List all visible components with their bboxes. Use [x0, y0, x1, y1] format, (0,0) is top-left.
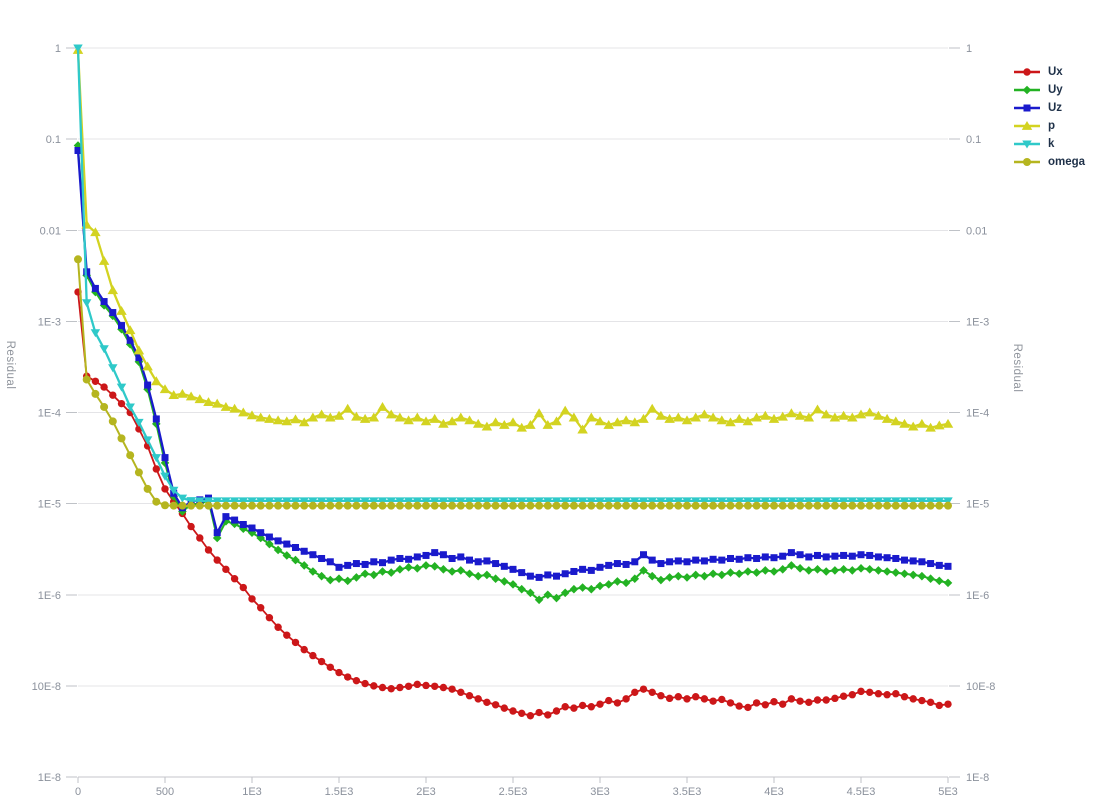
series-omega — [74, 255, 952, 510]
legend-marker-Uz — [1014, 104, 1040, 112]
legend-item-Ux[interactable]: Ux — [1013, 63, 1085, 81]
legend-label-Ux: Ux — [1048, 66, 1063, 78]
legend-marker-k — [1014, 140, 1040, 149]
x-axis-label: 1.5E3 — [325, 786, 354, 798]
y-axis-label-left: 1E-6 — [38, 590, 61, 602]
y-axis-label-left: 10E-8 — [32, 681, 61, 693]
legend-item-omega[interactable]: omega — [1013, 153, 1085, 171]
y-axis-label-left: 1E-4 — [38, 408, 61, 420]
x-axis-label: 3.5E3 — [673, 786, 702, 798]
y-axis-label-left: 1E-3 — [38, 316, 61, 328]
series-p — [72, 45, 954, 434]
x-axis-label: 1E3 — [242, 786, 262, 798]
legend-item-Uy[interactable]: Uy — [1013, 81, 1085, 99]
y-axis-label-right: 1E-6 — [966, 590, 989, 602]
x-axis-label: 0 — [75, 786, 81, 798]
legend-label-p: p — [1048, 120, 1056, 132]
y-axis-label-left: 1 — [55, 43, 61, 55]
y-axis-label-left: 0.1 — [46, 134, 61, 146]
x-axis-label: 5E3 — [938, 786, 958, 798]
y-axis-label-right: 10E-8 — [966, 681, 995, 693]
x-axis-label: 2E3 — [416, 786, 436, 798]
legend-item-p[interactable]: p — [1013, 117, 1085, 135]
legend-item-Uz[interactable]: Uz — [1013, 99, 1085, 117]
series-line-Uz — [76, 150, 949, 579]
series-line-Uy — [77, 145, 949, 601]
x-axis-label: 4E3 — [764, 786, 784, 798]
legend-item-k[interactable]: k — [1013, 135, 1085, 153]
x-axis-label: 2.5E3 — [499, 786, 528, 798]
y-axis-label-right: 1E-5 — [966, 499, 989, 511]
legend-marker-p — [1014, 121, 1040, 130]
legend-marker-Ux — [1014, 68, 1040, 76]
legend-label-k: k — [1048, 138, 1055, 150]
x-axis-label: 4.5E3 — [847, 786, 876, 798]
y-axis-title-left: Residual — [4, 340, 16, 390]
legend-label-omega: omega — [1048, 156, 1086, 168]
series-line-k — [76, 47, 948, 503]
legend-marker-omega — [1014, 158, 1040, 166]
series-k — [73, 44, 953, 506]
series-line-omega — [77, 259, 948, 507]
legend-marker-Uy — [1014, 85, 1040, 95]
y-axis-label-right: 1E-4 — [966, 408, 989, 420]
y-axis-label-right: 1 — [966, 43, 972, 55]
y-axis-label-right: 0.1 — [966, 134, 981, 146]
series-Ux — [74, 288, 952, 720]
y-axis-label-right: 1E-8 — [966, 772, 989, 784]
legend-label-Uy: Uy — [1048, 84, 1063, 96]
series-line-p — [76, 49, 949, 431]
y-axis-label-left: 0.01 — [40, 225, 61, 237]
y-axis-label-right: 0.01 — [966, 225, 987, 237]
legend: Ux Uy Uz p k omega — [1013, 63, 1085, 171]
x-axis-label: 3E3 — [590, 786, 610, 798]
series-Uz — [74, 147, 952, 581]
x-axis-label: 500 — [156, 786, 174, 798]
y-axis-label-left: 1E-5 — [38, 499, 61, 511]
y-axis-label-right: 1E-3 — [966, 316, 989, 328]
series-Uy — [73, 141, 953, 605]
legend-label-Uz: Uz — [1048, 102, 1063, 114]
y-axis-title-right: Residual — [1011, 343, 1023, 393]
y-axis-label-left: 1E-8 — [38, 772, 61, 784]
